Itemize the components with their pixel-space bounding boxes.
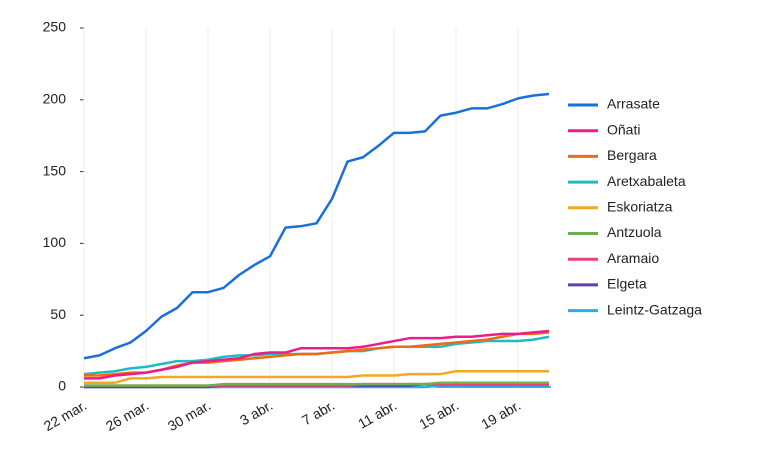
line-series <box>83 335 550 376</box>
x-tick-label: 3 abr. <box>237 397 275 428</box>
y-tick-label: 200 <box>43 91 67 107</box>
legend-label: Oñati <box>607 121 640 137</box>
legend-label: Bergara <box>607 147 657 163</box>
x-tick-label: 11 abr. <box>355 397 399 432</box>
y-tick-label: 50 <box>50 306 66 322</box>
y-tick-label: 0 <box>58 378 66 394</box>
line-series <box>83 92 550 360</box>
x-tick-label: 19 abr. <box>478 397 523 432</box>
x-tick-label: 22 mar. <box>41 397 89 434</box>
line-series <box>84 369 549 384</box>
line-series <box>84 329 550 380</box>
legend-label: Elgeta <box>607 276 647 292</box>
y-tick-label: 250 <box>43 19 67 35</box>
legend-label: Aramaio <box>607 250 659 266</box>
x-tick-label: 7 abr. <box>299 397 337 428</box>
x-tick-label: 15 abr. <box>416 397 461 432</box>
y-tick-label: 100 <box>43 234 67 250</box>
legend-label: Antzuola <box>607 224 662 240</box>
legend-label: Eskoriatza <box>607 199 673 215</box>
y-tick-label: 150 <box>43 162 67 178</box>
line-series <box>84 381 549 387</box>
legend-label: Leintz-Gatzaga <box>607 301 702 317</box>
x-tick-label: 30 mar. <box>165 397 213 434</box>
x-tick-label: 26 mar. <box>103 397 151 434</box>
legend-label: Arrasate <box>607 96 660 112</box>
line-series <box>84 331 550 377</box>
legend-label: Aretxabaleta <box>607 173 686 189</box>
